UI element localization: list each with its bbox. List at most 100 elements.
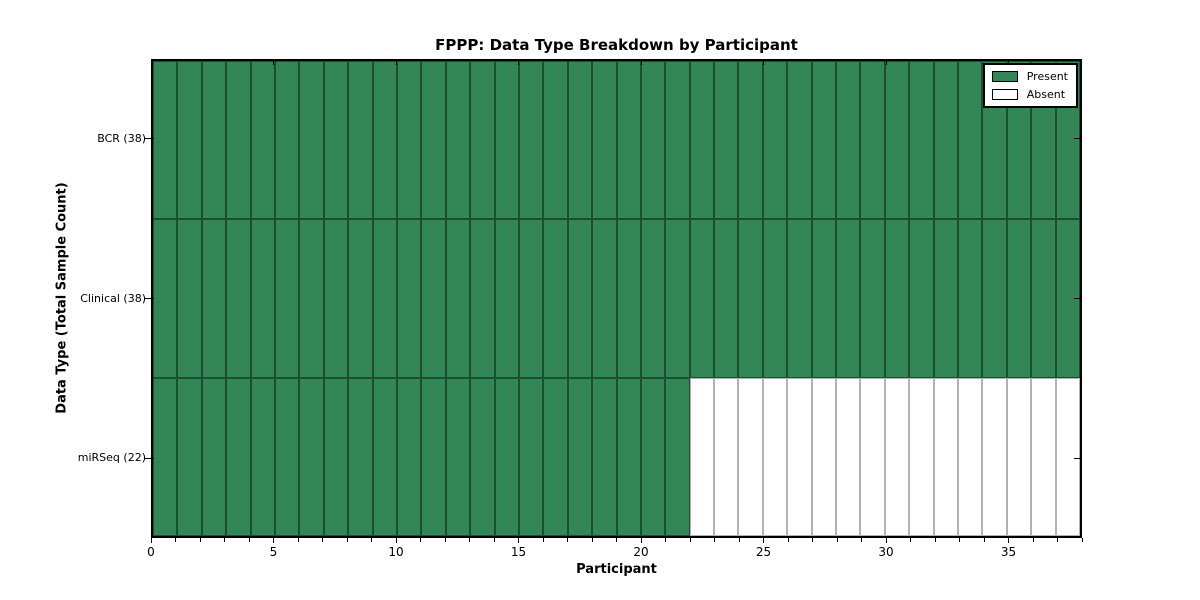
x-tick [959, 538, 960, 542]
heatmap-cell [884, 219, 910, 378]
x-tick [248, 538, 250, 542]
heatmap-cell [714, 61, 739, 220]
heatmap-cell [933, 219, 959, 378]
y-tick-label: BCR (38) [97, 131, 146, 145]
x-tick [640, 538, 642, 543]
x-tick [150, 538, 152, 543]
heatmap-cell [738, 61, 763, 220]
legend-swatch-present [991, 71, 1018, 82]
heatmap-cell [884, 61, 910, 220]
heatmap-cell [421, 377, 446, 536]
heatmap-cell [494, 377, 519, 536]
heatmap-cell [909, 377, 934, 536]
heatmap-cell [616, 61, 641, 220]
legend: Present Absent [982, 63, 1078, 108]
heatmap-cell [787, 219, 812, 378]
heatmap-cell [396, 219, 422, 378]
heatmap-cell [226, 219, 251, 378]
x-tick-label: 5 [269, 545, 278, 559]
x-tick [861, 538, 862, 542]
heatmap-cell [811, 219, 837, 378]
heatmap-cell [665, 61, 690, 220]
heatmap-cell [323, 377, 349, 536]
heatmap-cell [640, 219, 666, 378]
heatmap-cell [1031, 219, 1056, 378]
heatmap-cell [1031, 377, 1056, 536]
heatmap-cell [470, 219, 495, 378]
x-tick [469, 538, 470, 542]
x-tick [199, 538, 201, 542]
heatmap-cell [616, 377, 641, 536]
x-tick [542, 538, 544, 542]
x-tick [763, 538, 764, 543]
x-tick [591, 538, 593, 542]
heatmap-cell [567, 377, 593, 536]
x-tick [787, 538, 789, 542]
legend-swatch-absent [991, 89, 1018, 100]
x-tick-label: 25 [755, 545, 772, 559]
x-tick [836, 538, 838, 542]
legend-label-present: Present [1026, 70, 1068, 83]
heatmap-cell [372, 61, 397, 220]
heatmap-cell [470, 61, 495, 220]
heatmap-cells [153, 61, 1080, 536]
heatmap-cell [836, 219, 861, 378]
heatmap-cell [274, 219, 300, 378]
heatmap-cell [836, 61, 861, 220]
heatmap-cell [567, 219, 593, 378]
heatmap-cell [299, 219, 324, 378]
x-tick [346, 538, 348, 542]
x-top-tick [518, 61, 519, 65]
heatmap-cell [348, 219, 373, 378]
heatmap-cell [445, 377, 471, 536]
heatmap-cell [226, 377, 251, 536]
heatmap-cell [153, 219, 178, 378]
x-tick [175, 538, 176, 542]
plot-area: Present Absent [151, 59, 1082, 538]
x-top-tick [395, 61, 397, 65]
x-tick [567, 538, 568, 542]
heatmap-cell [494, 61, 519, 220]
heatmap-cell [543, 61, 568, 220]
heatmap-cell [592, 377, 617, 536]
heatmap-cell [958, 61, 983, 220]
x-tick-label: 35 [1000, 545, 1017, 559]
x-tick [983, 538, 985, 542]
heatmap-cell [372, 377, 397, 536]
heatmap-cell [348, 61, 373, 220]
heatmap-cell [250, 219, 275, 378]
heatmap-cell [421, 219, 446, 378]
x-tick [885, 538, 887, 543]
heatmap-cell [592, 61, 617, 220]
heatmap-cell [518, 61, 544, 220]
x-tick [297, 538, 299, 542]
x-tick-label: 30 [878, 545, 894, 559]
heatmap-cell [689, 377, 715, 536]
heatmap-cell [714, 219, 739, 378]
heatmap-cell [1006, 219, 1032, 378]
heatmap-cell [714, 377, 739, 536]
heatmap-cell [153, 61, 178, 220]
x-axis-label: Participant [576, 562, 657, 577]
x-tick [444, 538, 446, 542]
x-tick [322, 538, 323, 542]
x-tick [665, 538, 666, 542]
heatmap-cell [201, 377, 227, 536]
y-right-tick [1074, 138, 1080, 140]
x-tick [518, 538, 519, 543]
x-tick [224, 538, 225, 542]
x-tick [395, 538, 397, 543]
x-tick [689, 538, 691, 542]
heatmap-cell [836, 377, 861, 536]
heatmap-cell [665, 377, 690, 536]
heatmap-cell [689, 61, 715, 220]
heatmap-cell [299, 377, 324, 536]
heatmap-cell [421, 61, 446, 220]
heatmap-cell [982, 377, 1007, 536]
heatmap-cell [470, 377, 495, 536]
heatmap-cell [811, 61, 837, 220]
x-tick [616, 538, 617, 542]
heatmap-cell [689, 219, 715, 378]
x-tick [1008, 538, 1009, 543]
x-tick [1057, 538, 1058, 542]
